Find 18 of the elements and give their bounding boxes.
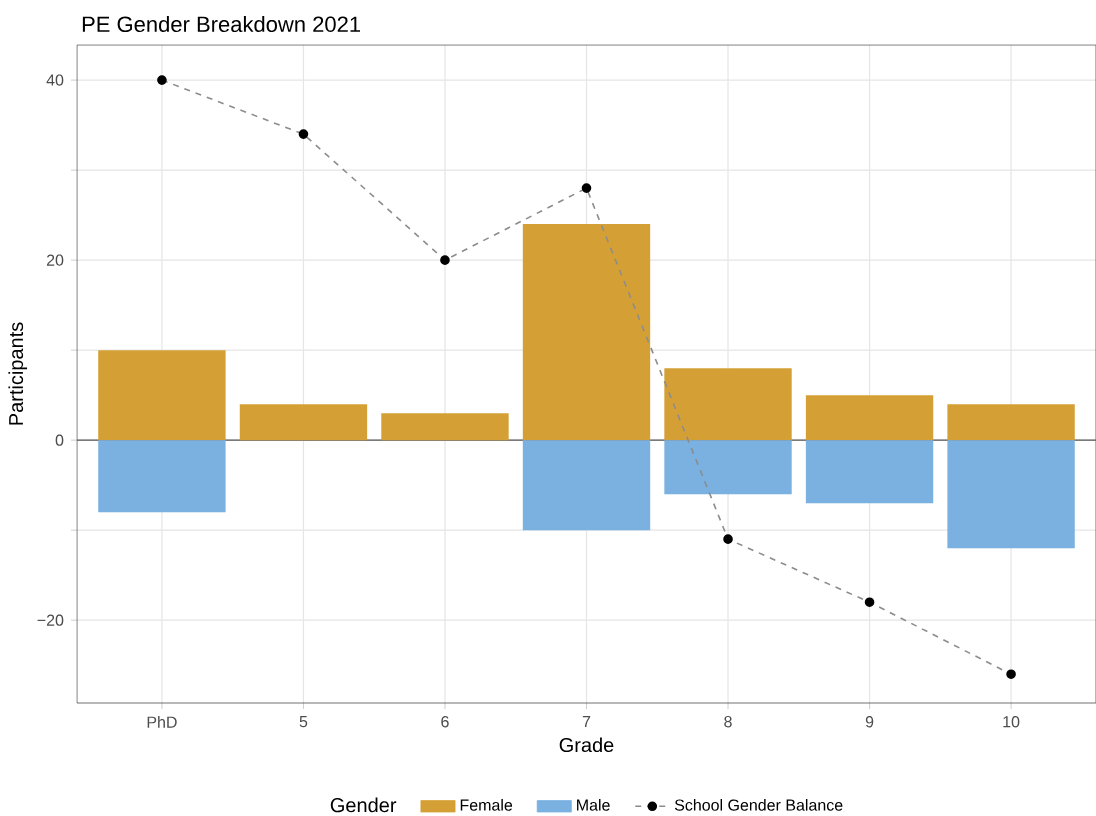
x-tick-label: PhD (147, 716, 177, 728)
y-tick-label: 40 (46, 74, 64, 86)
legend-label: School Gender Balance (674, 799, 843, 811)
y-axis-title: Participants (8, 322, 28, 425)
x-tick-label: 8 (724, 716, 732, 728)
legend-title: Gender (330, 797, 397, 813)
x-tick-label: 6 (441, 716, 449, 728)
legend-label: Female (460, 799, 513, 811)
x-tick-label: 10 (1003, 716, 1020, 728)
legend-label: Male (577, 799, 610, 811)
y-tick-label: −20 (37, 614, 64, 626)
chart-title: PE Gender Breakdown 2021 (82, 15, 361, 33)
y-tick-label: 20 (46, 254, 64, 266)
x-tick-label: 9 (865, 716, 874, 728)
x-tick-label: 7 (582, 716, 591, 728)
y-tick-label: 0 (55, 434, 64, 446)
x-axis-title: Grade (559, 737, 614, 753)
x-tick-label: 5 (299, 716, 308, 728)
